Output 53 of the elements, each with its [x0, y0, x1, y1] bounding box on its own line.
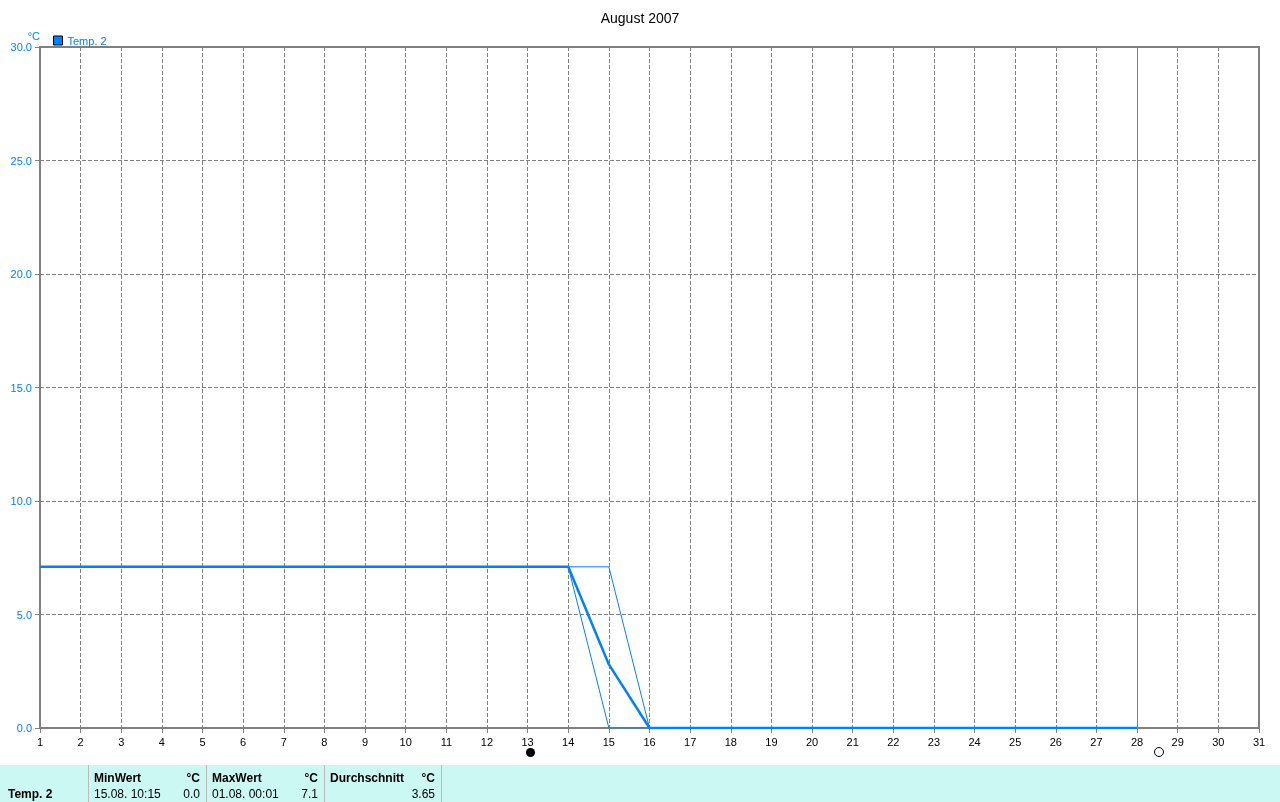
x-tick-label: 25 [1009, 735, 1022, 748]
text: 7.1 [301, 787, 318, 801]
text: °C [304, 771, 318, 785]
x-tick-label: 15 [602, 735, 615, 748]
x-tick-label: 21 [846, 735, 859, 748]
x-tick-label: 26 [1049, 735, 1062, 748]
y-tick-label: 30.0 [10, 41, 32, 53]
x-tick-label: 2 [77, 735, 84, 748]
x-tick-label: 4 [158, 735, 165, 748]
x-tick-label: 1 [36, 735, 44, 748]
legend-label: Temp. 2 [67, 34, 107, 47]
x-tick-label: 16 [643, 735, 656, 748]
text: MinWert [94, 771, 142, 785]
x-tick-label: 20 [805, 735, 819, 748]
y-tick-label: 10.0 [10, 495, 32, 507]
x-tick-label: 30 [1212, 735, 1225, 748]
y-tick-label: 20.0 [10, 268, 32, 280]
x-tick-label: 28 [1130, 735, 1144, 748]
text: 0.0 [183, 787, 200, 801]
text: 3.65 [411, 787, 435, 801]
y-tick-label: 15.0 [10, 381, 32, 394]
x-tick-label: 10 [399, 735, 412, 748]
x-tick-label: 7 [280, 735, 287, 748]
y-axis-title: °C [27, 29, 41, 42]
y-tick-label: 0.0 [16, 722, 32, 734]
x-tick-label: 8 [321, 735, 328, 748]
x-tick-label: 5 [199, 735, 206, 748]
x-tick-label: 6 [240, 735, 247, 748]
text: Durchschnitt [330, 771, 405, 785]
x-tick-label: 13 [521, 735, 534, 748]
y-tick-label: 25.0 [10, 154, 32, 167]
text: Temp. 2 [8, 787, 53, 801]
x-tick-label: 27 [1090, 735, 1103, 748]
chart-title: August 2007 [600, 10, 680, 26]
text: 01.08. 00:01 [212, 787, 279, 801]
x-tick-label: 23 [927, 735, 941, 748]
x-tick-label: 22 [887, 735, 900, 748]
x-tick-label: 29 [1171, 735, 1184, 748]
x-tick-label: 19 [765, 735, 778, 748]
x-tick-label: 9 [362, 735, 369, 748]
text: °C [186, 771, 200, 785]
x-tick-label: 17 [684, 735, 697, 748]
x-tick-label: 12 [480, 735, 494, 748]
text: °C [421, 771, 435, 785]
x-tick-label: 24 [968, 735, 981, 748]
y-tick-label: 5.0 [16, 608, 32, 621]
text: MaxWert [212, 771, 262, 785]
x-tick-label: 3 [118, 735, 125, 748]
x-tick-label: 18 [724, 735, 737, 748]
x-tick-label: 11 [440, 735, 453, 748]
x-tick-label: 14 [562, 735, 575, 748]
x-tick-label: 31 [1252, 735, 1266, 748]
text: 15.08. 10:15 [94, 787, 161, 801]
